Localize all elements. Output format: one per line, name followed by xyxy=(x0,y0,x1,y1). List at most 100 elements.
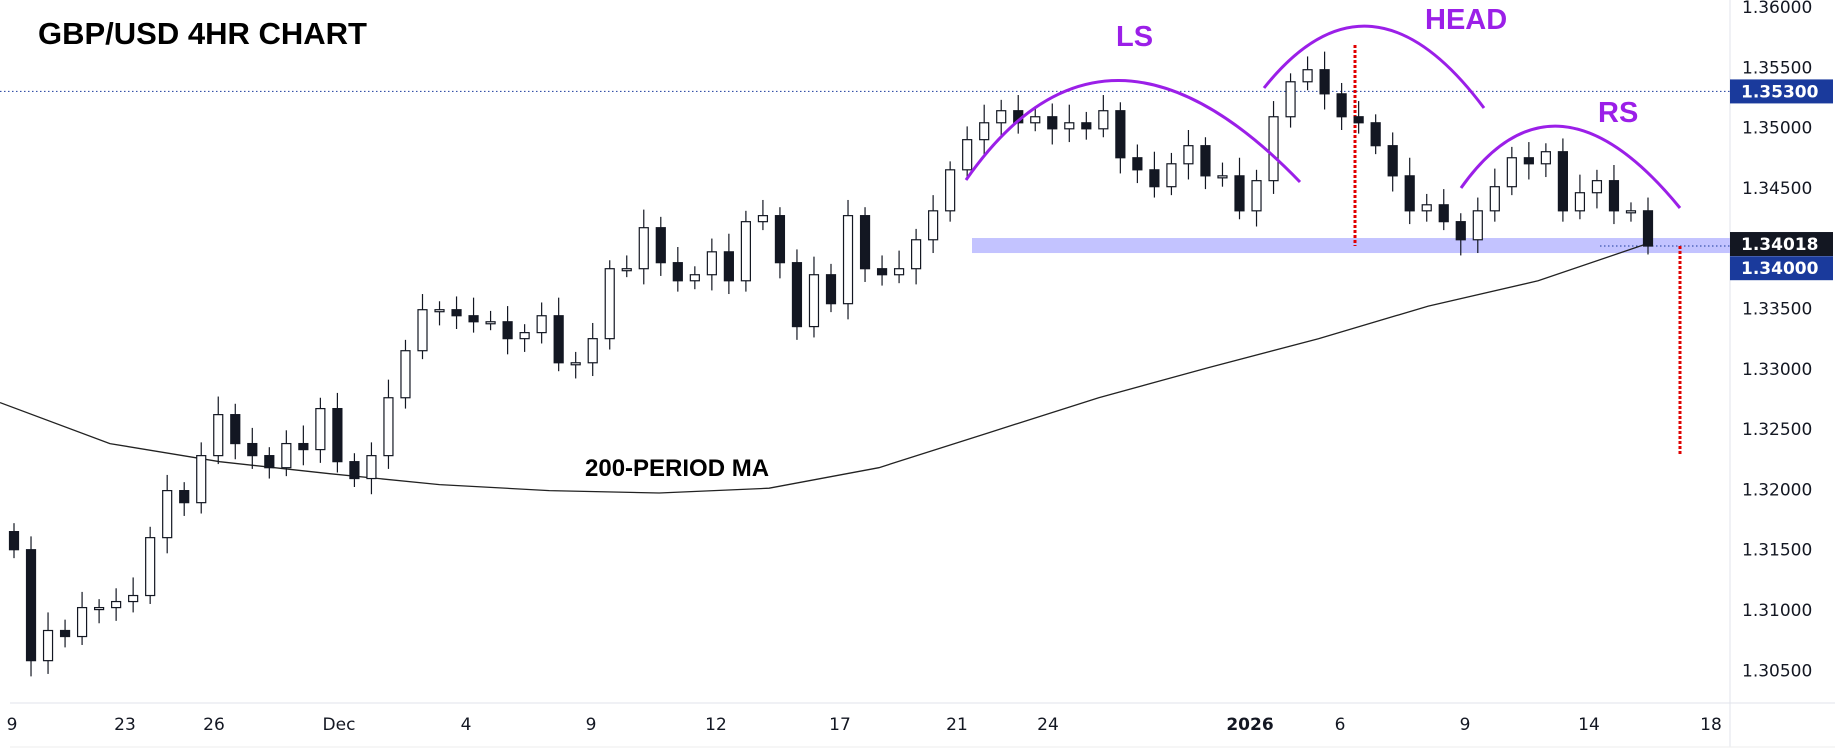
candle-down xyxy=(672,262,683,282)
candle-down xyxy=(1149,169,1160,188)
candle-down xyxy=(1455,221,1466,241)
date-tick-label: 23 xyxy=(114,715,136,735)
date-tick-label: 21 xyxy=(946,715,968,735)
candle-down xyxy=(298,442,309,451)
candle-up xyxy=(1030,116,1041,124)
price-tick-label: 1.35500 xyxy=(1742,58,1812,78)
candle-down xyxy=(1608,180,1620,212)
date-tick-label: 18 xyxy=(1700,715,1722,735)
ma-200-path xyxy=(0,242,1649,494)
candle-down xyxy=(264,455,275,469)
price-tick-label: 1.32000 xyxy=(1742,480,1812,500)
candle-down xyxy=(723,251,734,282)
candle-up xyxy=(1472,210,1483,241)
candle-down xyxy=(1370,122,1381,147)
candle-down xyxy=(655,227,666,264)
candle-up xyxy=(196,455,207,504)
candle-down xyxy=(8,531,20,551)
pattern-annotations: LS HEAD RS GBP/USD 4HR CHART 200-PERIOD … xyxy=(38,4,1682,482)
candle-up xyxy=(519,332,530,340)
candle-down xyxy=(1523,157,1534,165)
resistance-price-tag-bg xyxy=(1730,79,1833,104)
rs-label: RS xyxy=(1598,97,1638,129)
candle-up xyxy=(1302,69,1313,83)
candle-up xyxy=(1591,180,1603,194)
candle-down xyxy=(1047,116,1058,130)
levels xyxy=(0,45,1730,456)
candle-up xyxy=(808,274,820,328)
candle-down xyxy=(553,315,564,364)
candle-up xyxy=(111,600,122,609)
candle-down xyxy=(230,414,241,445)
candles xyxy=(8,51,1654,677)
date-tick-label: 26 xyxy=(203,715,225,735)
candle-up xyxy=(638,227,649,270)
price-axis[interactable]: 1.36000 1.35500 1.35000 1.34500 1.33500 1.330… xyxy=(1742,0,1812,681)
candle-up xyxy=(400,350,411,399)
left-shoulder-arc xyxy=(964,79,1302,184)
candle-up xyxy=(1506,157,1517,188)
candle-up xyxy=(587,338,598,364)
candle-up xyxy=(962,139,973,171)
neckline-price-tag: 1.34000 xyxy=(1741,259,1819,279)
candle-up xyxy=(94,606,105,611)
candle-down xyxy=(247,442,258,457)
candle-up xyxy=(842,215,854,305)
resistance-price-tag: 1.35300 xyxy=(1741,82,1819,102)
date-tick-label: 24 xyxy=(1037,715,1059,735)
candle-up xyxy=(604,268,615,340)
date-tick-label: 14 xyxy=(1578,715,1600,735)
candle-up xyxy=(1574,192,1586,212)
candle-down xyxy=(1557,151,1568,212)
ma-label: 200-PERIOD MA xyxy=(585,455,769,482)
candle-up xyxy=(893,268,905,276)
candle-up xyxy=(434,309,445,313)
candle-down xyxy=(1115,110,1126,159)
candle-up xyxy=(1540,151,1551,165)
price-tags: 1.35300 1.34018 1.34000 xyxy=(1730,79,1833,281)
candle-up xyxy=(1217,175,1228,179)
candle-up xyxy=(1421,204,1432,212)
candle-up xyxy=(1625,210,1637,214)
candle-up xyxy=(1285,81,1296,118)
candle-up xyxy=(162,490,173,539)
last-price-tag-bg xyxy=(1730,232,1833,257)
candle-down xyxy=(1234,175,1245,212)
price-tick-label: 1.31000 xyxy=(1742,601,1812,621)
ma-200-line xyxy=(0,242,1649,494)
candle-down xyxy=(1319,69,1330,95)
candle-up xyxy=(1183,145,1194,165)
date-tick-label: 2026 xyxy=(1226,715,1273,735)
neckline-price-tag-bg xyxy=(1730,256,1833,281)
price-tick-label: 1.33000 xyxy=(1742,360,1812,380)
candle-down xyxy=(502,321,513,340)
candle-down xyxy=(1132,157,1143,171)
price-tick-label: 1.33500 xyxy=(1742,300,1812,320)
date-tick-label: 9 xyxy=(7,715,18,735)
candle-down xyxy=(25,549,37,662)
candle-down xyxy=(791,262,803,328)
candle-up xyxy=(1166,163,1177,188)
candle-up xyxy=(417,309,428,352)
candle-down xyxy=(1404,175,1415,212)
date-tick-label: 4 xyxy=(461,715,472,735)
right-shoulder-arc xyxy=(1459,124,1682,209)
candle-up xyxy=(315,407,326,451)
date-tick-label: 9 xyxy=(586,715,597,735)
price-tick-label: 1.31500 xyxy=(1742,541,1812,561)
candle-down xyxy=(468,315,479,323)
candle-down xyxy=(332,407,343,463)
candle-up xyxy=(945,169,956,212)
price-tick-label: 1.30500 xyxy=(1742,661,1812,681)
candle-up xyxy=(128,594,139,603)
candle-down xyxy=(179,490,190,504)
candle-up xyxy=(1489,186,1500,212)
candle-down xyxy=(1438,204,1449,223)
last-price-tag: 1.34018 xyxy=(1741,235,1818,255)
candle-up xyxy=(979,122,990,141)
price-tick-label: 1.34500 xyxy=(1742,179,1812,199)
candle-up xyxy=(1251,180,1262,212)
time-axis[interactable]: 9 23 26 Dec 4 9 12 17 21 24 2026 6 9 14 18 xyxy=(7,715,1722,735)
candle-up xyxy=(706,251,717,276)
